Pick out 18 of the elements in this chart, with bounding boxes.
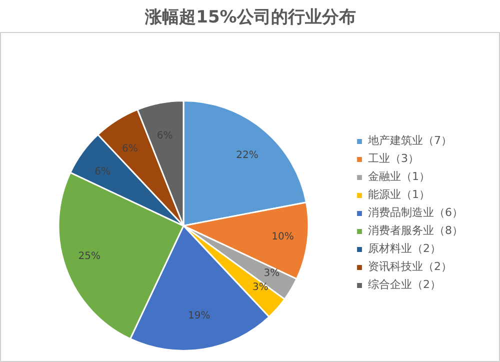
data-label: 3% [264, 268, 280, 279]
legend-label: 综合企业（2） [368, 277, 441, 292]
legend-label: 地产建筑业（7） [368, 133, 452, 148]
legend-label: 消费品制造业（6） [368, 205, 463, 220]
data-label: 22% [236, 150, 258, 162]
data-label: 10% [272, 232, 294, 243]
legend-label: 金融业（1） [368, 169, 430, 184]
data-label: 3% [252, 282, 268, 294]
data-label: 19% [188, 310, 210, 322]
legend-label: 工业（3） [368, 151, 419, 166]
data-label: 6% [122, 143, 138, 154]
chart-title: 涨幅超15%公司的行业分布 [144, 8, 356, 28]
legend-label: 资讯科技业（2） [368, 259, 452, 274]
data-label: 25% [78, 251, 101, 262]
legend-label: 原材料业（2） [368, 241, 441, 256]
data-label: 6% [94, 166, 111, 178]
legend-label: 消费者服务业（8） [368, 223, 463, 238]
legend-label: 能源业（1） [368, 187, 430, 202]
